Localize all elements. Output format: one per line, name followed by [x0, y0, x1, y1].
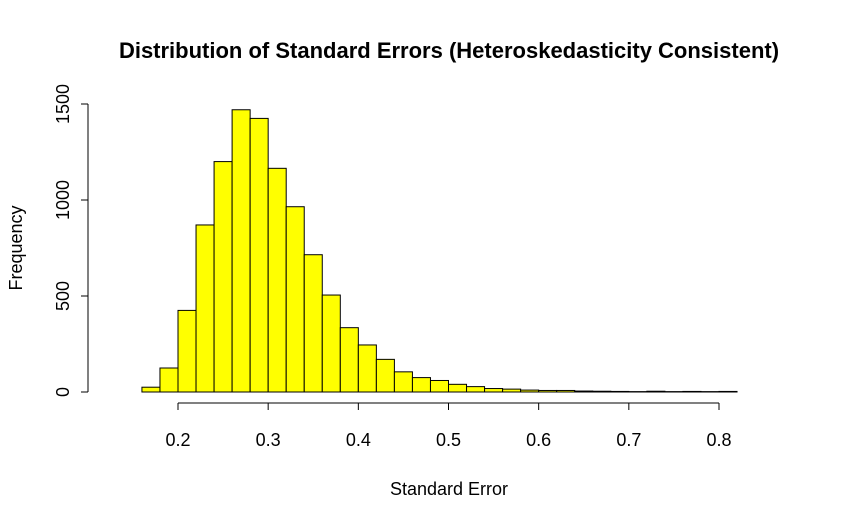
histogram-bar [142, 387, 160, 392]
histogram-bar [178, 310, 196, 392]
histogram-bar [430, 380, 448, 392]
histogram-bar [286, 207, 304, 392]
x-tick-label: 0.6 [526, 430, 551, 450]
histogram-bar [503, 389, 521, 392]
x-axis: 0.2 0.3 0.4 0.5 0.6 0.7 0.8 [165, 403, 731, 450]
histogram-bar [683, 391, 701, 392]
x-tick-label: 0.3 [256, 430, 281, 450]
histogram-bar [358, 345, 376, 392]
histogram-bar [449, 384, 467, 392]
x-tick-label: 0.2 [165, 430, 190, 450]
histogram-bar [539, 390, 557, 392]
histogram-bar [611, 391, 629, 392]
chart-title: Distribution of Standard Errors (Heteros… [119, 38, 779, 63]
histogram-bar [647, 391, 665, 392]
y-axis: 0 500 1000 1500 [53, 84, 88, 397]
x-tick-label: 0.5 [436, 430, 461, 450]
histogram-bar [304, 255, 322, 392]
histogram-bar [485, 389, 503, 392]
histogram-bar [521, 390, 539, 392]
histogram-bar [575, 391, 593, 392]
histogram-bar [719, 391, 737, 392]
histogram-bar [376, 359, 394, 392]
histogram-bar [196, 225, 214, 392]
y-tick-label: 500 [53, 281, 73, 311]
bars-group [142, 110, 737, 392]
y-axis-label: Frequency [6, 205, 26, 290]
x-axis-label: Standard Error [390, 479, 508, 499]
histogram-bar [394, 372, 412, 392]
y-tick-label: 0 [53, 387, 73, 397]
histogram-bar [214, 162, 232, 392]
histogram-bar [557, 390, 575, 392]
histogram-bar [340, 328, 358, 392]
x-tick-label: 0.7 [616, 430, 641, 450]
histogram-bar [467, 387, 485, 392]
histogram-bar [593, 391, 611, 392]
y-tick-label: 1000 [53, 180, 73, 220]
histogram-bar [412, 378, 430, 392]
histogram-bar [160, 368, 178, 392]
histogram-bar [232, 110, 250, 392]
x-tick-label: 0.8 [706, 430, 731, 450]
y-tick-label: 1500 [53, 84, 73, 124]
histogram-bar [250, 118, 268, 392]
histogram-bar [268, 168, 286, 392]
histogram-bar [322, 295, 340, 392]
x-tick-label: 0.4 [346, 430, 371, 450]
